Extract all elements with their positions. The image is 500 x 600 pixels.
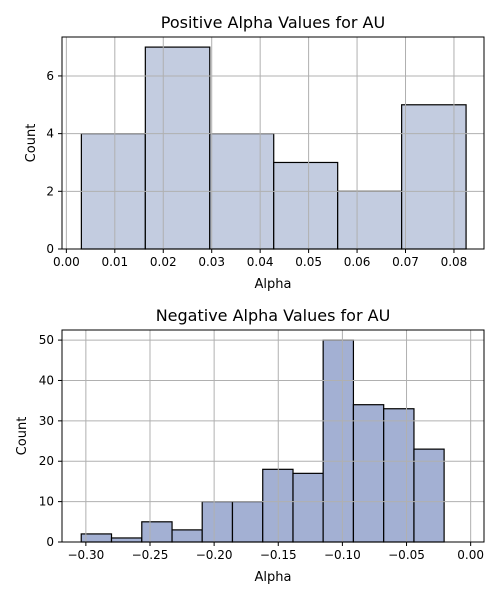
x-tick-label: 0.00 xyxy=(457,548,484,562)
histogram-bar xyxy=(337,190,403,250)
histogram-bar xyxy=(144,46,211,250)
y-tick-label: 6 xyxy=(46,69,54,83)
x-tick-label: −0.30 xyxy=(67,548,104,562)
chart-title: Positive Alpha Values for AU xyxy=(161,13,385,32)
histogram-bar xyxy=(231,501,264,543)
histogram-bar xyxy=(141,521,173,543)
x-tick-label: 0.02 xyxy=(150,255,177,269)
x-tick-label: −0.05 xyxy=(388,548,425,562)
histogram-bar xyxy=(413,448,445,543)
y-tick-label: 20 xyxy=(39,454,54,468)
histogram-bar xyxy=(401,104,467,250)
x-tick-label: 0.07 xyxy=(392,255,419,269)
histogram-bar xyxy=(171,529,203,543)
y-tick-label: 2 xyxy=(46,184,54,198)
y-axis-label: Count xyxy=(15,417,30,456)
y-tick-label: 0 xyxy=(46,535,54,549)
histogram-bar xyxy=(201,501,234,543)
chart-title: Negative Alpha Values for AU xyxy=(156,306,391,325)
y-tick-label: 30 xyxy=(39,414,54,428)
chart-2: −0.30 −0.25 −0.20 −0.15 −0.10 −0.05 0.00 0 10 20 3… xyxy=(15,306,485,585)
x-tick-label: 0.05 xyxy=(295,255,322,269)
x-tick-label: 0.08 xyxy=(441,255,468,269)
x-tick-label: −0.25 xyxy=(132,548,169,562)
x-tick-label: −0.10 xyxy=(324,548,361,562)
histogram-bar xyxy=(322,339,355,543)
plot-frame xyxy=(61,36,485,250)
histogram-bar xyxy=(383,408,415,543)
x-tick-label: 0.00 xyxy=(53,255,80,269)
x-axis-label: Alpha xyxy=(255,570,292,585)
x-axis-label: Alpha xyxy=(255,277,292,292)
x-tick-label: 0.01 xyxy=(101,255,128,269)
y-tick-label: 4 xyxy=(46,127,54,141)
chart-1: 0.00 0.01 0.02 0.03 0.04 0.05 0.06 0.07 0.08 0 2 4 6… xyxy=(24,13,485,292)
x-tick-label: 0.03 xyxy=(198,255,225,269)
histogram-bar xyxy=(273,161,339,250)
x-tick-label: −0.20 xyxy=(196,548,233,562)
plot-frame xyxy=(61,329,485,543)
histogram-bar xyxy=(110,537,143,543)
y-tick-label: 10 xyxy=(39,495,54,509)
x-tick-label: 0.04 xyxy=(247,255,274,269)
x-tick-label: 0.06 xyxy=(344,255,371,269)
y-tick-label: 0 xyxy=(46,242,54,256)
histogram-bar xyxy=(352,404,385,543)
y-tick-label: 40 xyxy=(39,373,54,387)
y-axis-label: Count xyxy=(24,124,39,163)
histogram-bar xyxy=(292,472,324,543)
x-tick-label: −0.15 xyxy=(260,548,297,562)
y-tick-label: 50 xyxy=(39,333,54,347)
